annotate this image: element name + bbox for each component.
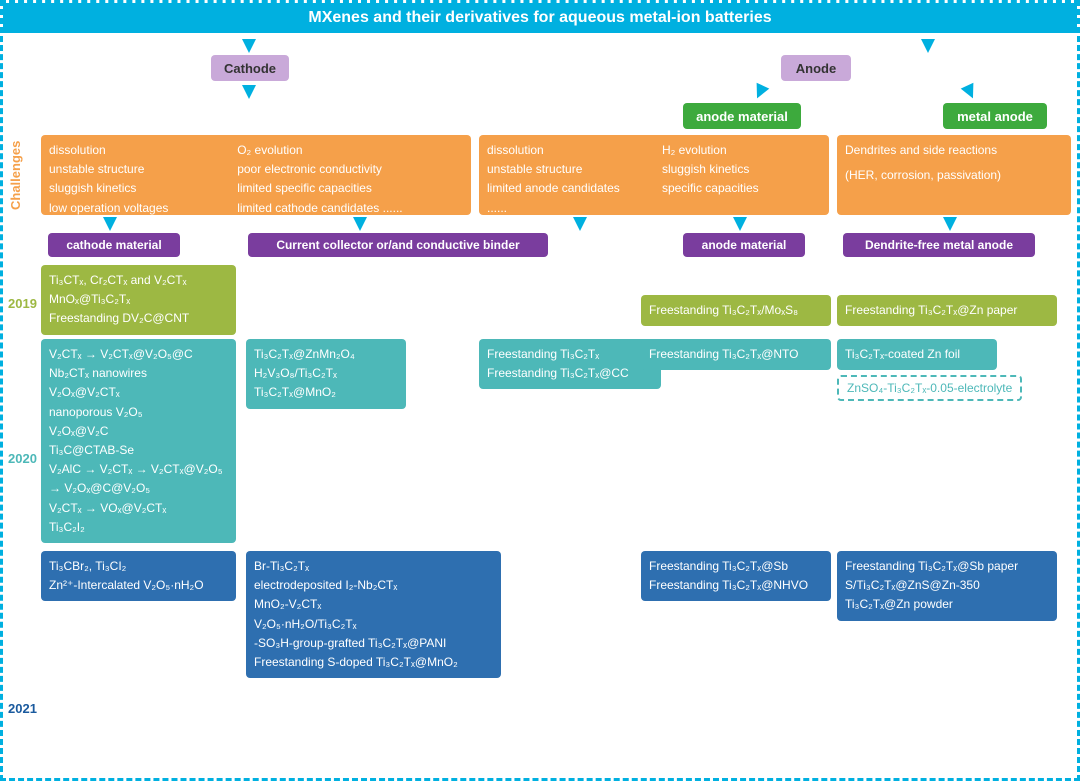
anode-challenges: dissolution unstable structure limited a…	[479, 135, 829, 215]
anode-material-box: anode material	[683, 233, 805, 257]
y2019-anode: Freestanding Ti₃C₂Tₓ/MoₓS₈	[641, 295, 831, 326]
y2021-collector: Br-Ti₃C₂Tₓ electrodeposited I₂-Nb₂CTₓ Mn…	[246, 551, 501, 678]
arrow	[943, 217, 957, 231]
y2020-label: 2020	[10, 433, 35, 483]
metal-anode-btn: metal anode	[943, 103, 1047, 129]
anode-box: Anode	[781, 55, 851, 81]
arrow	[353, 217, 367, 231]
collector-box: Current collector or/and conductive bind…	[248, 233, 548, 257]
cathode-material-box: cathode material	[48, 233, 180, 257]
cathode-box: Cathode	[211, 55, 289, 81]
y2020-anode: Freestanding Ti₃C₂Tₓ@NTO	[641, 339, 831, 370]
diagram-container: MXenes and their derivatives for aqueous…	[0, 0, 1080, 781]
arrow	[733, 217, 747, 231]
y2019-metal: Freestanding Ti₃C₂Tₓ@Zn paper	[837, 295, 1057, 326]
y2019-label: 2019	[10, 278, 35, 328]
y2021-cathode: Ti₃CBr₂, Ti₃CI₂ Zn²⁺-Intercalated V₂O₅·n…	[41, 551, 236, 601]
y2021-metal: Freestanding Ti₃C₂Tₓ@Sb paper S/Ti₃C₂Tₓ@…	[837, 551, 1057, 621]
anode-material-btn: anode material	[683, 103, 801, 129]
challenges-label: Challenges	[8, 135, 23, 215]
dendrite-free-box: Dendrite-free metal anode	[843, 233, 1035, 257]
y2020-dashed: ZnSO₄-Ti₃C₂Tₓ-0.05-electrolyte	[837, 375, 1022, 401]
y2019-cathode: Ti₃CTₓ, Cr₂CTₓ and V₂CTₓ MnOₓ@Ti₃C₂Tₓ Fr…	[41, 265, 236, 335]
arrow	[242, 39, 256, 53]
arrow	[751, 83, 770, 102]
y2020-cathode: V₂CTₓ → V₂CTₓ@V₂O₅@C Nb₂CTₓ nanowires V₂…	[41, 339, 236, 543]
y2021-anode: Freestanding Ti₃C₂Tₓ@Sb Freestanding Ti₃…	[641, 551, 831, 601]
y2020-collector: Ti₃C₂Tₓ@ZnMn₂O₄ H₂V₃O₈/Ti₃C₂Tₓ Ti₃C₂Tₓ@M…	[246, 339, 406, 409]
metal-challenges: Dendrites and side reactions (HER, corro…	[837, 135, 1071, 215]
y2021-label: 2021	[10, 683, 35, 733]
arrow	[573, 217, 587, 231]
arrow	[103, 217, 117, 231]
y2020-freestanding: Freestanding Ti₃C₂Tₓ Freestanding Ti₃C₂T…	[479, 339, 661, 389]
arrow	[921, 39, 935, 53]
arrow	[961, 83, 980, 102]
arrow	[242, 85, 256, 99]
title-bar: MXenes and their derivatives for aqueous…	[3, 3, 1077, 33]
y2020-metal: Ti₃C₂Tₓ-coated Zn foil	[837, 339, 997, 370]
cathode-challenges: dissolution unstable structure sluggish …	[41, 135, 471, 215]
